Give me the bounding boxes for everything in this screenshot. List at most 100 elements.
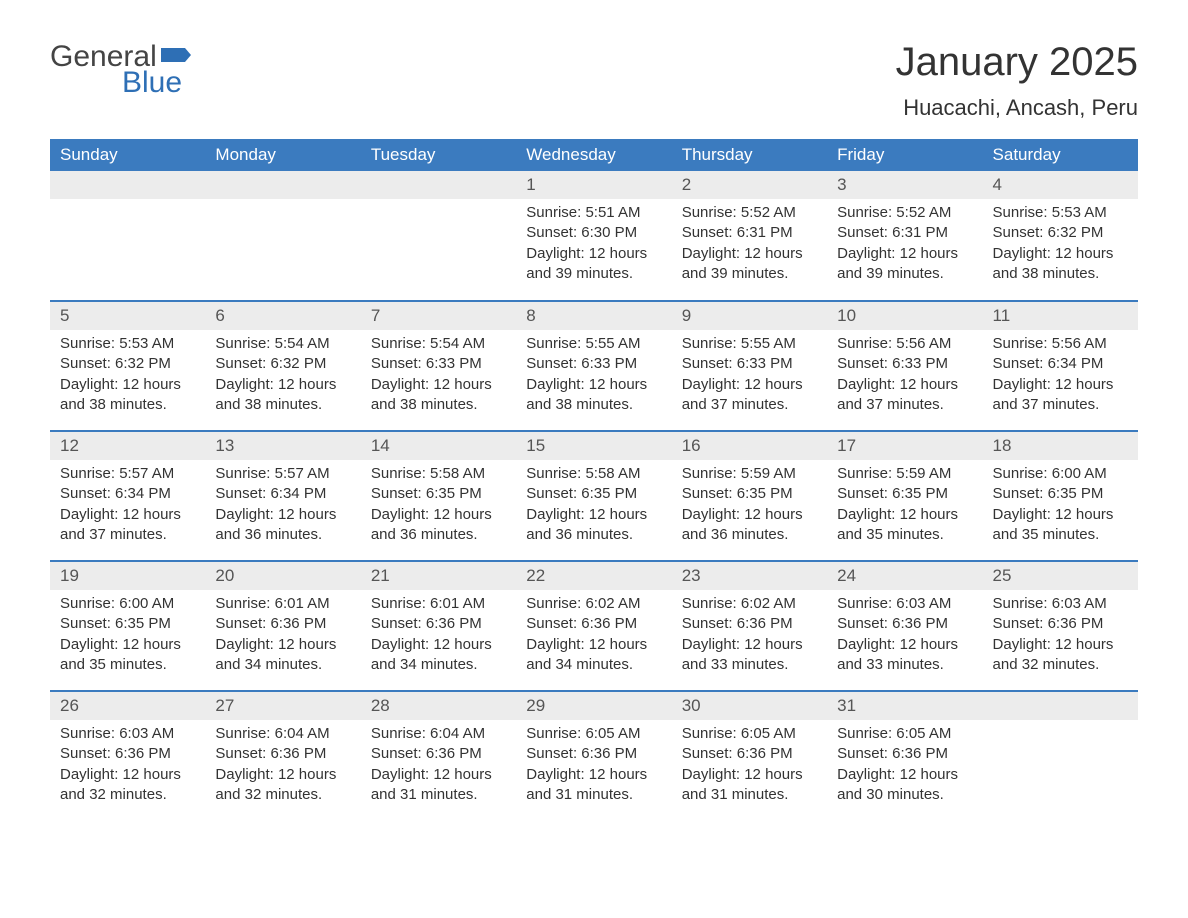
sunset-line: Sunset: 6:36 PM [371,744,506,764]
calendar-day-cell: 27Sunrise: 6:04 AMSunset: 6:36 PMDayligh… [205,691,360,821]
calendar-day-cell: 14Sunrise: 5:58 AMSunset: 6:35 PMDayligh… [361,431,516,561]
day-number: 31 [827,692,982,720]
daylight-line: Daylight: 12 hours and 37 minutes. [993,375,1128,416]
day-number: 24 [827,562,982,590]
sunrise-line: Sunrise: 6:05 AM [682,724,817,744]
daylight-line: Daylight: 12 hours and 39 minutes. [837,244,972,285]
daylight-line: Daylight: 12 hours and 32 minutes. [60,765,195,806]
sunset-line: Sunset: 6:36 PM [682,744,817,764]
calendar-week-row: 1Sunrise: 5:51 AMSunset: 6:30 PMDaylight… [50,171,1138,301]
day-content: Sunrise: 6:04 AMSunset: 6:36 PMDaylight:… [205,720,360,819]
logo-text-blue: Blue [122,66,182,100]
daylight-line: Daylight: 12 hours and 33 minutes. [682,635,817,676]
daylight-line: Daylight: 12 hours and 36 minutes. [526,505,661,546]
sunrise-line: Sunrise: 6:04 AM [215,724,350,744]
sunrise-line: Sunrise: 6:03 AM [993,594,1128,614]
calendar-day-cell: 17Sunrise: 5:59 AMSunset: 6:35 PMDayligh… [827,431,982,561]
daylight-line: Daylight: 12 hours and 32 minutes. [993,635,1128,676]
day-number: 23 [672,562,827,590]
page-title: January 2025 [896,40,1138,85]
day-number: 20 [205,562,360,590]
sunrise-line: Sunrise: 5:52 AM [682,203,817,223]
weekday-header: Thursday [672,139,827,171]
sunrise-line: Sunrise: 5:53 AM [993,203,1128,223]
calendar-day-cell: 23Sunrise: 6:02 AMSunset: 6:36 PMDayligh… [672,561,827,691]
sunset-line: Sunset: 6:32 PM [993,223,1128,243]
calendar-day-cell: 18Sunrise: 6:00 AMSunset: 6:35 PMDayligh… [983,431,1138,561]
sunset-line: Sunset: 6:33 PM [526,354,661,374]
calendar-day-cell: 22Sunrise: 6:02 AMSunset: 6:36 PMDayligh… [516,561,671,691]
calendar-day-cell: 28Sunrise: 6:04 AMSunset: 6:36 PMDayligh… [361,691,516,821]
day-number: 15 [516,432,671,460]
day-content: Sunrise: 5:55 AMSunset: 6:33 PMDaylight:… [672,330,827,429]
day-content: Sunrise: 5:52 AMSunset: 6:31 PMDaylight:… [827,199,982,298]
sunset-line: Sunset: 6:32 PM [215,354,350,374]
daylight-line: Daylight: 12 hours and 38 minutes. [993,244,1128,285]
calendar-week-row: 26Sunrise: 6:03 AMSunset: 6:36 PMDayligh… [50,691,1138,821]
day-number [361,171,516,199]
day-content: Sunrise: 6:03 AMSunset: 6:36 PMDaylight:… [50,720,205,819]
daylight-line: Daylight: 12 hours and 37 minutes. [60,505,195,546]
sunset-line: Sunset: 6:31 PM [837,223,972,243]
daylight-line: Daylight: 12 hours and 38 minutes. [371,375,506,416]
daylight-line: Daylight: 12 hours and 34 minutes. [215,635,350,676]
sunrise-line: Sunrise: 6:00 AM [993,464,1128,484]
day-content: Sunrise: 5:54 AMSunset: 6:32 PMDaylight:… [205,330,360,429]
sunset-line: Sunset: 6:33 PM [837,354,972,374]
day-number: 17 [827,432,982,460]
sunset-line: Sunset: 6:35 PM [993,484,1128,504]
sunrise-line: Sunrise: 6:02 AM [682,594,817,614]
day-number: 29 [516,692,671,720]
daylight-line: Daylight: 12 hours and 35 minutes. [60,635,195,676]
calendar-day-cell [205,171,360,301]
sunrise-line: Sunrise: 6:02 AM [526,594,661,614]
daylight-line: Daylight: 12 hours and 34 minutes. [526,635,661,676]
calendar-day-cell: 13Sunrise: 5:57 AMSunset: 6:34 PMDayligh… [205,431,360,561]
sunrise-line: Sunrise: 5:52 AM [837,203,972,223]
calendar-day-cell: 12Sunrise: 5:57 AMSunset: 6:34 PMDayligh… [50,431,205,561]
day-content: Sunrise: 6:05 AMSunset: 6:36 PMDaylight:… [672,720,827,819]
calendar-day-cell [983,691,1138,821]
calendar-day-cell: 7Sunrise: 5:54 AMSunset: 6:33 PMDaylight… [361,301,516,431]
sunset-line: Sunset: 6:36 PM [526,744,661,764]
sunrise-line: Sunrise: 6:01 AM [215,594,350,614]
day-content: Sunrise: 6:01 AMSunset: 6:36 PMDaylight:… [361,590,516,689]
calendar-week-row: 12Sunrise: 5:57 AMSunset: 6:34 PMDayligh… [50,431,1138,561]
day-number [50,171,205,199]
weekday-header: Saturday [983,139,1138,171]
calendar-day-cell [50,171,205,301]
day-content: Sunrise: 6:02 AMSunset: 6:36 PMDaylight:… [672,590,827,689]
day-content: Sunrise: 6:01 AMSunset: 6:36 PMDaylight:… [205,590,360,689]
day-content: Sunrise: 5:56 AMSunset: 6:34 PMDaylight:… [983,330,1138,429]
daylight-line: Daylight: 12 hours and 38 minutes. [60,375,195,416]
weekday-header: Friday [827,139,982,171]
calendar-day-cell: 6Sunrise: 5:54 AMSunset: 6:32 PMDaylight… [205,301,360,431]
calendar-day-cell: 3Sunrise: 5:52 AMSunset: 6:31 PMDaylight… [827,171,982,301]
sunrise-line: Sunrise: 5:51 AM [526,203,661,223]
sunrise-line: Sunrise: 6:03 AM [60,724,195,744]
sunset-line: Sunset: 6:36 PM [837,744,972,764]
day-number: 3 [827,171,982,199]
daylight-line: Daylight: 12 hours and 31 minutes. [371,765,506,806]
daylight-line: Daylight: 12 hours and 38 minutes. [215,375,350,416]
calendar-day-cell: 5Sunrise: 5:53 AMSunset: 6:32 PMDaylight… [50,301,205,431]
day-content: Sunrise: 6:02 AMSunset: 6:36 PMDaylight:… [516,590,671,689]
day-number: 5 [50,302,205,330]
sunset-line: Sunset: 6:35 PM [60,614,195,634]
sunrise-line: Sunrise: 5:56 AM [837,334,972,354]
sunset-line: Sunset: 6:36 PM [526,614,661,634]
sunrise-line: Sunrise: 5:55 AM [682,334,817,354]
sunset-line: Sunset: 6:36 PM [682,614,817,634]
day-number: 11 [983,302,1138,330]
calendar-table: SundayMondayTuesdayWednesdayThursdayFrid… [50,139,1138,821]
sunset-line: Sunset: 6:34 PM [60,484,195,504]
calendar-week-row: 19Sunrise: 6:00 AMSunset: 6:35 PMDayligh… [50,561,1138,691]
sunset-line: Sunset: 6:33 PM [682,354,817,374]
sunset-line: Sunset: 6:35 PM [371,484,506,504]
daylight-line: Daylight: 12 hours and 36 minutes. [682,505,817,546]
sunrise-line: Sunrise: 6:04 AM [371,724,506,744]
daylight-line: Daylight: 12 hours and 34 minutes. [371,635,506,676]
sunrise-line: Sunrise: 6:01 AM [371,594,506,614]
day-number: 19 [50,562,205,590]
sunrise-line: Sunrise: 5:55 AM [526,334,661,354]
